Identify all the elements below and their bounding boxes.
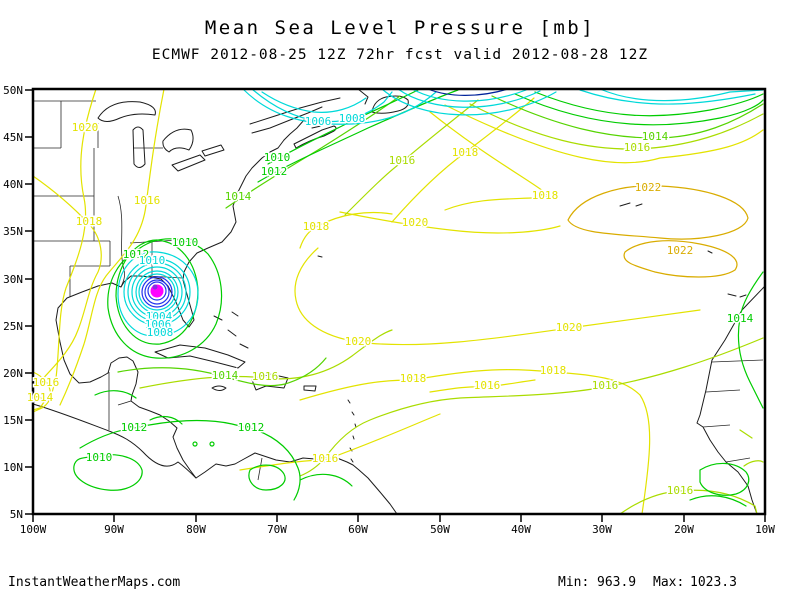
contour-label: 1022 [635,181,662,194]
contour-label: 1020 [72,121,99,134]
lat-label: 10N [3,461,23,474]
contour-label: 1008 [147,326,174,339]
lat-label: 5N [10,508,23,521]
contour-label: 1018 [400,372,427,385]
lat-label: 45N [3,131,23,144]
lon-label: 40W [511,523,531,536]
max-value: 1023.3 [690,575,737,590]
contour-label: 1016 [389,154,416,167]
contour-label: 1006 [145,318,172,331]
lat-label: 20N [3,367,23,380]
contour-label: 1008 [339,112,366,125]
page-title: Mean Sea Level Pressure [mb] [205,17,595,39]
contours-yellowgreen [139,99,764,515]
contour-label: 1016 [33,376,60,389]
contour-label: 1014 [212,369,239,382]
contour-label: 1014 [727,312,754,325]
contour-label: 1016 [667,484,694,497]
contour-label: 1016 [252,370,279,383]
axis-labels: 50N 45N 40N 35N 30N 25N 20N 15N 10N 5N 100W 90W 80W 7… [3,84,775,536]
lat-label: 35N [3,225,23,238]
contour-label: 1020 [402,216,429,229]
contour-label: 1018 [532,189,559,202]
contour-label: 1010 [86,451,113,464]
contour-label: 1012 [121,421,148,434]
contour-label: 1022 [667,244,694,257]
min-value: 963.9 [597,575,636,590]
contour-label: 1012 [261,165,288,178]
lon-label: 70W [267,523,287,536]
contours-yellow [32,88,764,515]
lon-label: 80W [186,523,206,536]
contour-label: 1012 [238,421,265,434]
min-label: Min: [558,575,589,590]
contours-cyan [117,88,764,337]
contour-label: 1018 [452,146,479,159]
contour-label: 1012 [123,248,150,261]
contour-label: 1018 [540,364,567,377]
contour-label: 1014 [642,130,669,143]
contour-label: 1018 [303,220,330,233]
contour-label: 1020 [345,335,372,348]
lon-label: 90W [104,523,124,536]
page-subtitle: ECMWF 2012-08-25 12Z 72hr fcst valid 201… [152,47,648,63]
contour-label: 1016 [474,379,501,392]
site-credit: InstantWeatherMaps.com [8,575,180,590]
max-label: Max: [653,575,684,590]
map-frame [31,87,767,516]
lat-label: 50N [3,84,23,97]
contour-label: 1018 [76,215,103,228]
contour-label: 1016 [592,379,619,392]
lon-label: 100W [20,523,47,536]
contour-label: 1010 [264,151,291,164]
contour-label: 1020 [556,321,583,334]
contour-label: 1016 [134,194,161,207]
navy-contour [427,88,509,96]
contour-label: 1016 [624,141,651,154]
contour-label: 1010 [139,254,166,267]
contour-label: 1010 [172,236,199,249]
contour-label: 1014 [27,391,54,404]
contours-gold [567,185,749,278]
contours-blue-low [141,88,509,308]
lat-label: 30N [3,273,23,286]
lon-label: 20W [674,523,694,536]
lat-label: 40N [3,178,23,191]
contours-green [73,89,764,507]
contours-lightgreen [117,95,764,387]
lat-label: 15N [3,414,23,427]
contour-label: 1004 [146,310,173,323]
coastlines [32,88,766,515]
contour-label: 1014 [225,190,252,203]
axis-ticks [25,89,766,522]
contour-label: 1016 [312,452,339,465]
lon-label: 60W [348,523,368,536]
low-center-inner [152,284,158,290]
lon-label: 30W [592,523,612,536]
lon-label: 10W [755,523,775,536]
lat-label: 25N [3,320,23,333]
lon-label: 50W [430,523,450,536]
contour-label: 1006 [305,115,332,128]
